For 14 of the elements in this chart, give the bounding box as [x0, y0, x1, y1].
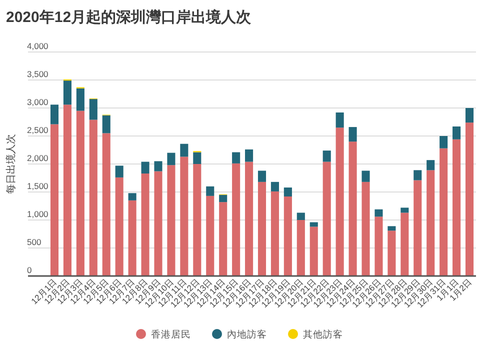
- y-tick-label: 2,500: [27, 125, 49, 135]
- y-tick-label: 3,500: [27, 69, 49, 79]
- y-tick-label: 4,000: [27, 41, 49, 51]
- chart-title: 2020年12月起的深圳灣口岸出境人次: [6, 8, 252, 26]
- y-tick-label: 500: [27, 237, 42, 247]
- y-tick-label: 2,000: [27, 153, 49, 163]
- y-tick-label: 1,000: [27, 209, 49, 219]
- legend-label: 香港居民: [151, 328, 191, 340]
- y-tick-label: 3,000: [27, 97, 49, 107]
- y-tick-label: 1,500: [27, 181, 49, 191]
- legend-label: 內地訪客: [227, 328, 267, 340]
- legend-label: 其他訪客: [303, 328, 343, 340]
- y-axis-title: 每日出境人次: [5, 134, 17, 194]
- y-tick-label: 0: [27, 265, 32, 275]
